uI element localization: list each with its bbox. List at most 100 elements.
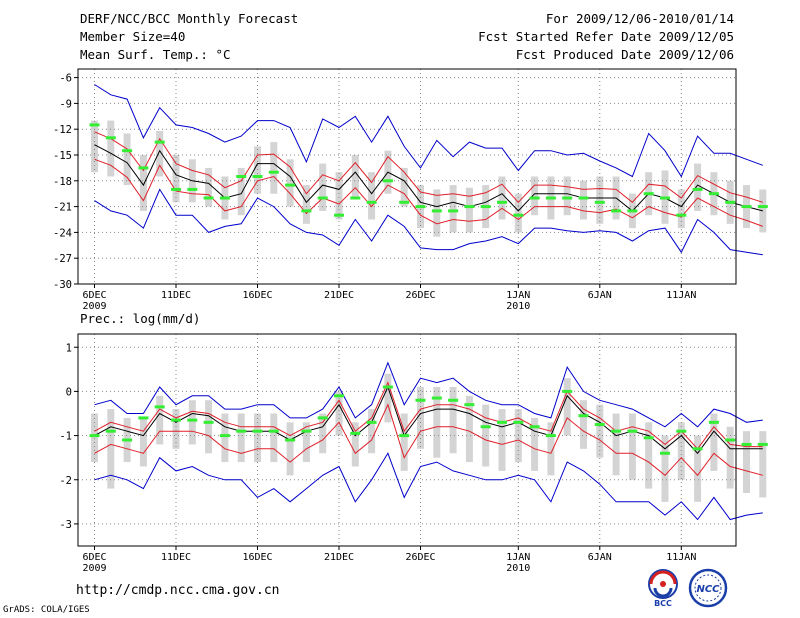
observation-marker	[513, 420, 524, 424]
observation-marker	[431, 396, 442, 400]
x-tick-label: 6JAN	[588, 552, 612, 563]
observation-marker	[252, 429, 263, 433]
observation-marker	[545, 434, 556, 438]
observation-marker	[562, 196, 573, 200]
observation-marker	[415, 205, 426, 209]
ensemble-box	[677, 422, 685, 480]
ensemble-box	[694, 163, 702, 211]
ensemble-box	[433, 189, 441, 237]
observation-marker	[725, 200, 736, 204]
y-tick-label: -1	[59, 431, 72, 443]
lower-spread-line	[94, 158, 763, 227]
observation-marker	[138, 166, 149, 170]
observation-marker	[105, 429, 116, 433]
y-tick-label: 1	[66, 342, 72, 354]
observation-marker	[594, 200, 605, 204]
ensemble-box	[498, 409, 506, 471]
observation-marker	[757, 442, 768, 446]
ensemble-box	[498, 176, 506, 220]
x-tick-label: 1JAN	[506, 290, 530, 301]
bcc-logo: BCC	[648, 569, 678, 608]
lower-spread-line	[94, 403, 763, 477]
y-tick-label: 0	[66, 386, 72, 398]
ensemble-box	[368, 409, 376, 454]
ensemble-box	[580, 400, 587, 449]
grads-credit: GrADS: COLA/IGES	[3, 605, 90, 615]
source-url-link[interactable]: http://cmdp.ncc.cma.gov.cn	[76, 583, 280, 598]
x-tick-label: 11DEC	[161, 552, 191, 563]
y-tick-label: -3	[59, 519, 72, 531]
observation-marker	[725, 438, 736, 442]
y-tick-label: -6	[59, 73, 72, 85]
observation-marker	[627, 429, 638, 433]
ensemble-box	[188, 400, 196, 445]
ensemble-box	[547, 422, 555, 476]
ensemble-box	[156, 395, 164, 445]
ensemble-box	[319, 413, 327, 454]
observation-marker	[317, 416, 328, 420]
observation-marker	[399, 434, 410, 438]
observation-marker	[366, 420, 377, 424]
ensemble-box	[596, 176, 604, 224]
ensemble-box	[433, 387, 441, 458]
ensemble-box	[335, 391, 343, 436]
observation-marker	[154, 405, 165, 409]
observation-marker	[497, 200, 507, 204]
y-tick-label: -2	[59, 475, 72, 487]
upper-spread-line	[94, 381, 763, 450]
observation-marker	[578, 414, 589, 418]
observation-marker	[643, 436, 654, 440]
ensemble-box	[759, 431, 767, 498]
observation-marker	[741, 442, 752, 446]
observation-marker	[545, 196, 556, 200]
observation-marker	[708, 420, 719, 424]
y-tick-label: -9	[59, 98, 72, 110]
ensemble-box	[726, 426, 734, 489]
y-tick-label: -12	[53, 124, 72, 136]
ensemble-box	[123, 133, 131, 186]
ensemble-box	[286, 422, 294, 476]
ensemble-box	[465, 187, 473, 233]
observation-marker	[611, 209, 622, 213]
observation-marker	[105, 136, 116, 140]
ensemble-box	[563, 378, 571, 436]
ensemble-box	[107, 409, 115, 489]
member-size-label: Member Size=40	[80, 29, 186, 44]
observation-marker	[497, 420, 507, 424]
observation-marker	[480, 205, 491, 209]
member-min-line	[94, 188, 763, 256]
bcc-logo-text: BCC	[654, 599, 672, 608]
ensemble-box	[661, 435, 669, 502]
x-tick-year-label: 2010	[506, 301, 530, 312]
observation-marker	[203, 196, 214, 200]
observation-marker	[382, 179, 393, 183]
observation-marker	[236, 175, 247, 178]
observation-marker	[154, 140, 165, 144]
ensemble-box	[465, 395, 473, 463]
ensemble-box	[400, 167, 408, 207]
x-tick-label: 11DEC	[161, 290, 191, 301]
observation-marker	[187, 187, 198, 191]
observation-marker	[611, 429, 622, 433]
y-tick-label: -15	[53, 150, 72, 162]
observation-marker	[171, 418, 181, 422]
ensemble-box	[254, 413, 261, 463]
ensemble-box	[449, 387, 457, 454]
ensemble-box	[531, 417, 539, 471]
observation-marker	[692, 187, 703, 191]
y-tick-label: -30	[53, 279, 72, 291]
precipitation-variable-label: Prec.: log(mm/d)	[80, 311, 201, 326]
observation-marker	[513, 213, 524, 217]
ensemble-box	[677, 189, 685, 229]
observation-marker	[594, 423, 605, 427]
observation-marker	[122, 149, 133, 153]
observation-marker	[301, 209, 312, 213]
observation-marker	[480, 425, 491, 429]
observation-marker	[236, 429, 247, 433]
observation-marker	[757, 205, 768, 209]
ensemble-box	[302, 422, 310, 463]
forecast-produced-date: Fcst Produced Date 2009/12/06	[515, 47, 734, 62]
x-tick-year-label: 2010	[506, 563, 530, 574]
